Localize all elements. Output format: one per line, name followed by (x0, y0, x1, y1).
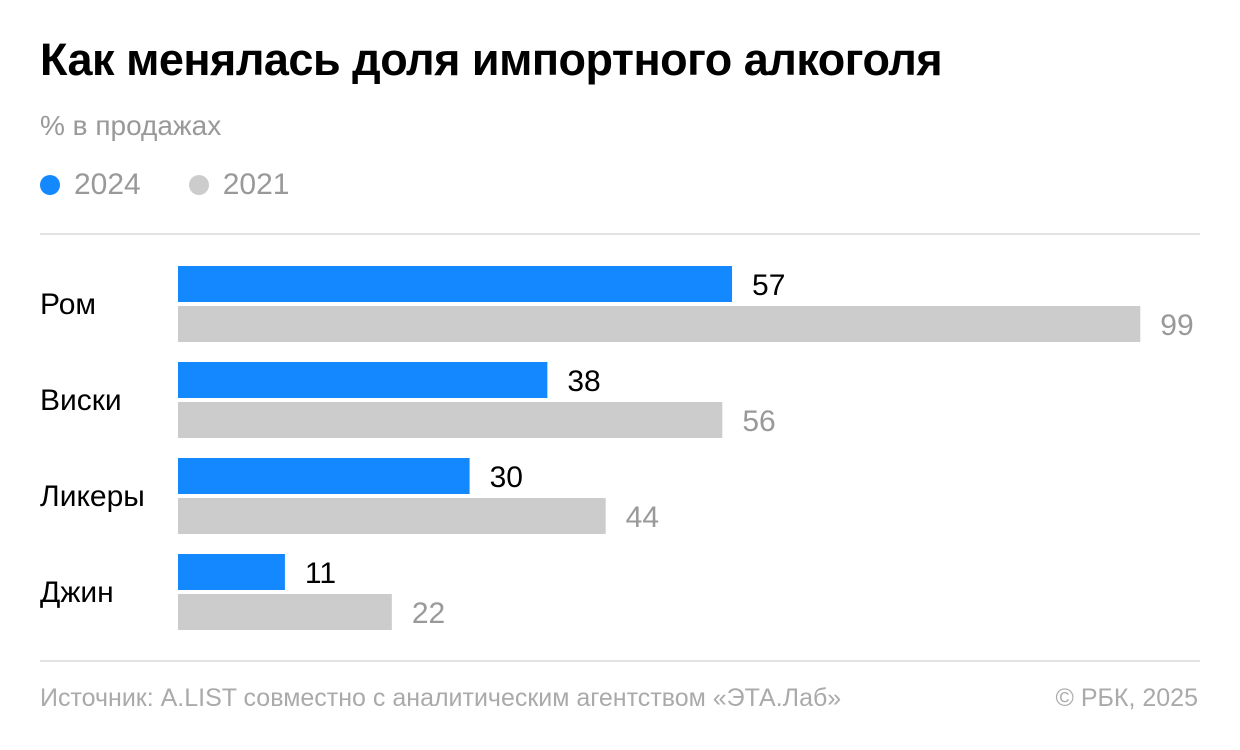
source-note: Источник: A.LIST совместно с аналитическ… (40, 684, 842, 712)
chart-title: Как менялась доля импортного алкоголя (40, 34, 943, 85)
category-label: Виски (40, 384, 122, 417)
bottom-divider (40, 660, 1200, 662)
bar-group: Ром 57 99 (40, 266, 1194, 342)
data-label-2024: 11 (305, 557, 336, 590)
legend: 2024 2021 (40, 168, 338, 202)
data-label-2024: 57 (752, 269, 785, 302)
bar-2024 (178, 554, 285, 590)
bar-2021 (178, 594, 392, 630)
bar-2021 (178, 306, 1141, 342)
legend-label-2024: 2024 (74, 168, 141, 201)
bar-2021 (178, 402, 723, 438)
category-label: Ликеры (40, 480, 145, 513)
chart-subtitle: % в продажах (40, 110, 222, 141)
category-label: Джин (40, 576, 114, 609)
legend-item-2024: 2024 (40, 168, 141, 202)
top-divider (40, 233, 1200, 235)
legend-label-2021: 2021 (222, 168, 290, 201)
data-label-2021: 44 (626, 501, 659, 534)
bar-chart: Ром 57 99 Виски 38 56 Ликеры 30 44 Джин 11 22 (40, 266, 1194, 630)
legend-dot-2021-icon (188, 175, 209, 195)
legend-dot-2024-icon (40, 175, 60, 195)
data-label-2024: 30 (490, 461, 523, 494)
bar-group: Джин 11 22 (40, 554, 445, 630)
category-label: Ром (40, 288, 96, 321)
bar-2024 (178, 266, 733, 302)
bar-group: Ликеры 30 44 (40, 458, 659, 534)
data-label-2021: 99 (1160, 309, 1193, 342)
data-label-2021: 56 (742, 405, 775, 438)
bar-2024 (178, 362, 548, 398)
data-label-2021: 22 (412, 597, 445, 630)
copyright-note: © РБК, 2025 (1055, 684, 1198, 712)
data-label-2024: 38 (567, 365, 600, 398)
legend-item-2021: 2021 (188, 168, 290, 202)
bar-2024 (178, 458, 470, 494)
bar-2021 (178, 498, 606, 534)
bar-group: Виски 38 56 (40, 362, 776, 438)
